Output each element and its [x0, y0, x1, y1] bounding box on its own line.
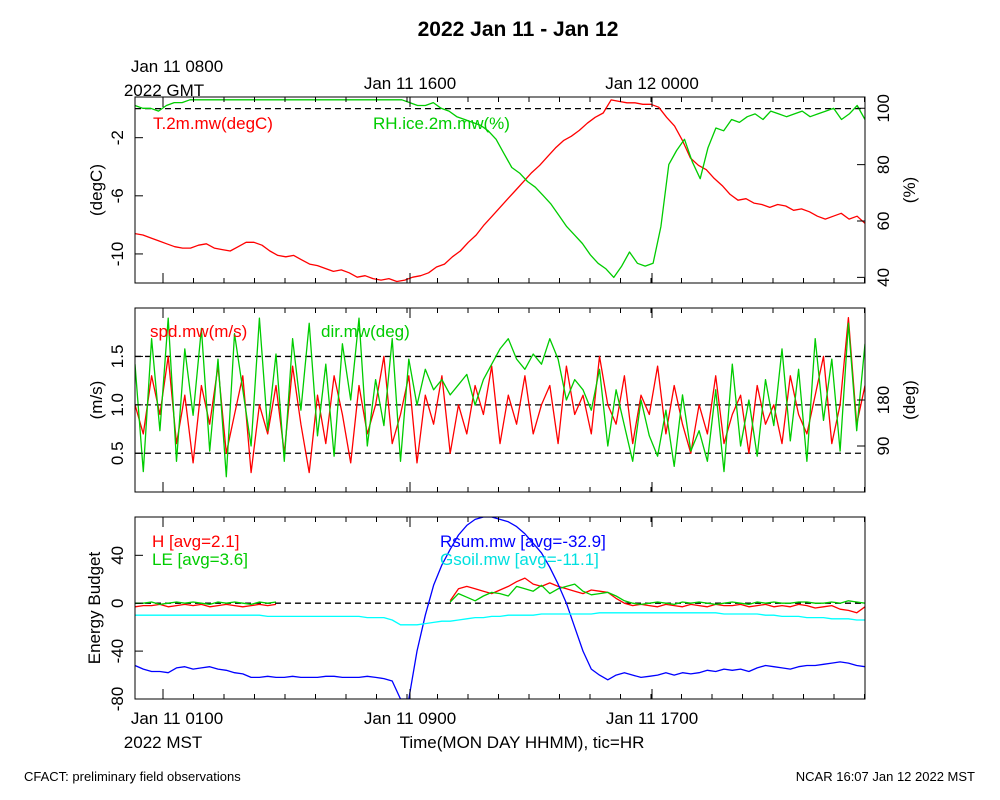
series-line-LE	[135, 583, 865, 606]
legend-t2m: T.2m.mw(degC)	[153, 114, 273, 133]
y-tick-label-left: -10	[108, 242, 127, 267]
y-tick-label-left: 1.5	[108, 345, 127, 369]
y-tick-label-right: 100	[874, 94, 893, 122]
panel-mid-axes: 0.5 1.0 1.5 90 180	[108, 308, 893, 492]
series-line-dir.mw(deg)	[135, 317, 865, 478]
panel-bot-frame	[134, 516, 866, 700]
y-tick-label-left: -80	[108, 687, 127, 712]
panel-top-frame	[134, 96, 866, 284]
bottom-axis-label-0: Jan 11 0100	[131, 709, 223, 728]
legend-h: H [avg=2.1]	[152, 532, 239, 551]
ylabel-left-mid: (m/s)	[87, 381, 106, 420]
y-tick-label-left: -6	[108, 188, 127, 203]
footer-left: CFACT: preliminary field observations	[24, 769, 241, 784]
panel-mid-frame	[134, 307, 866, 493]
y-tick-label-left: -2	[108, 130, 127, 145]
ylabel-left-bot: Energy Budget	[85, 551, 104, 664]
series-line-Rsum.mw	[135, 517, 865, 699]
legend-le: LE [avg=3.6]	[152, 550, 248, 569]
ylabel-left-top: (degC)	[87, 164, 106, 216]
y-tick-label-right: 80	[874, 155, 893, 174]
ylabel-right-mid: (deg)	[900, 380, 919, 420]
top-axis-label-2: Jan 12 0000	[605, 74, 699, 93]
y-tick-label-right: 180	[874, 386, 893, 414]
y-tick-label-left: 1.0	[108, 393, 127, 417]
footer-right: NCAR 16:07 Jan 12 2022 MST	[796, 769, 975, 784]
y-tick-label-right: 60	[874, 212, 893, 231]
y-tick-label-left: 40	[108, 546, 127, 565]
bottom-axis-label-2: Jan 11 1700	[606, 709, 698, 728]
panel-temperature-rh: -10 -6 -2 40 60 80 100 Jan 11 0800 Jan 11 1600…	[87, 57, 919, 287]
y-tick-label-right: 40	[874, 268, 893, 287]
y-tick-label-right: 90	[874, 437, 893, 456]
y-tick-label-left: 0.5	[108, 441, 127, 465]
chart-title: 2022 Jan 11 - Jan 12	[418, 18, 619, 41]
y-tick-label-left: 0	[108, 598, 127, 607]
panel-top-axes: -10 -6 -2 40 60 80 100	[108, 94, 893, 287]
series-line-spd.mw(m/s)	[135, 317, 865, 474]
legend-dir: dir.mw(deg)	[321, 322, 410, 341]
series-line-H	[135, 577, 865, 614]
x-axis-title: Time(MON DAY HHMM), tic=HR	[400, 733, 645, 752]
top-axis-sublabel: 2022 GMT	[124, 81, 204, 100]
panel-mid-traces	[135, 317, 865, 478]
panel-top-traces	[135, 99, 865, 283]
panel-bot-traces	[135, 517, 865, 699]
panel-wind: 0.5 1.0 1.5 90 180 spd.mw(m/s) dir.mw(deg) (…	[87, 307, 919, 493]
bottom-axis-label-1: Jan 11 0900	[364, 709, 456, 728]
series-line-Gsoil.mw	[135, 612, 865, 626]
panel-bot-axes: -80 -40 0 40	[108, 517, 865, 711]
top-axis-label-1: Jan 11 1600	[364, 74, 456, 93]
ylabel-right-top: (%)	[900, 177, 919, 203]
legend-gsoil: Gsoil.mw [avg=-11.1]	[440, 550, 599, 569]
panel-energy: -80 -40 0 40 H [avg=2.1] LE [avg=3.6] Rsum.…	[85, 516, 866, 752]
legend-rsum: Rsum.mw [avg=-32.9]	[440, 532, 606, 551]
y-tick-label-left: -40	[108, 639, 127, 664]
top-axis-label-0: Jan 11 0800	[131, 57, 223, 76]
bottom-axis-sublabel: 2022 MST	[124, 733, 202, 752]
legend-rh: RH.ice.2m.mw(%)	[373, 114, 510, 133]
legend-spd: spd.mw(m/s)	[150, 322, 247, 341]
series-line-RH.ice.2m.mw(%)	[135, 99, 865, 279]
series-line-T.2m.mw(degC)	[135, 99, 865, 283]
